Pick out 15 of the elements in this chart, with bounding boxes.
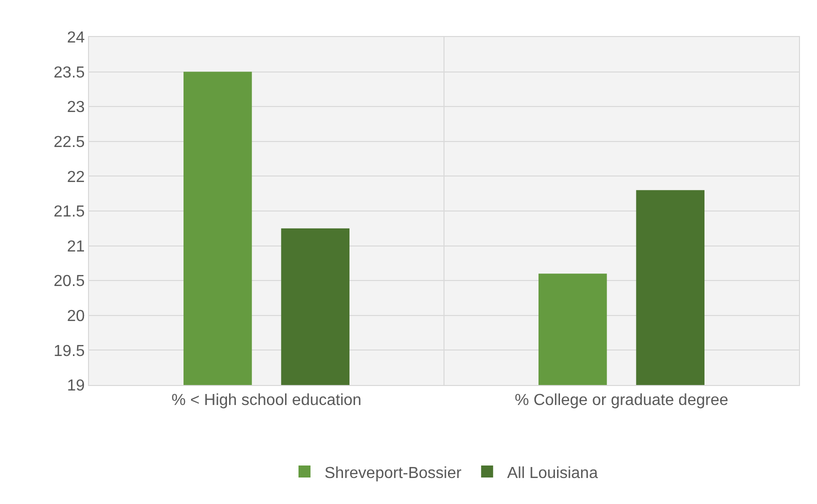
y-tick-label: 19 [67, 378, 85, 395]
y-tick-label: 19.5 [54, 342, 85, 360]
y-tick-label: 23 [67, 99, 85, 116]
legend-label: Shreveport-Bossier [324, 464, 462, 482]
y-tick-label: 21 [67, 238, 85, 256]
x-tick-label: % < High school education [172, 392, 362, 410]
y-tick-label: 23.5 [54, 64, 85, 82]
y-tick-label: 22.5 [54, 134, 85, 151]
x-tick-label: % College or graduate degree [514, 392, 728, 410]
y-tick-label: 22 [67, 168, 85, 186]
y-tick-label: 24 [67, 30, 85, 47]
legend-label: All Louisiana [507, 464, 598, 482]
y-tick-label: 20.5 [54, 273, 85, 290]
y-tick-label: 20 [67, 308, 85, 325]
y-tick-label: 21.5 [54, 204, 85, 221]
